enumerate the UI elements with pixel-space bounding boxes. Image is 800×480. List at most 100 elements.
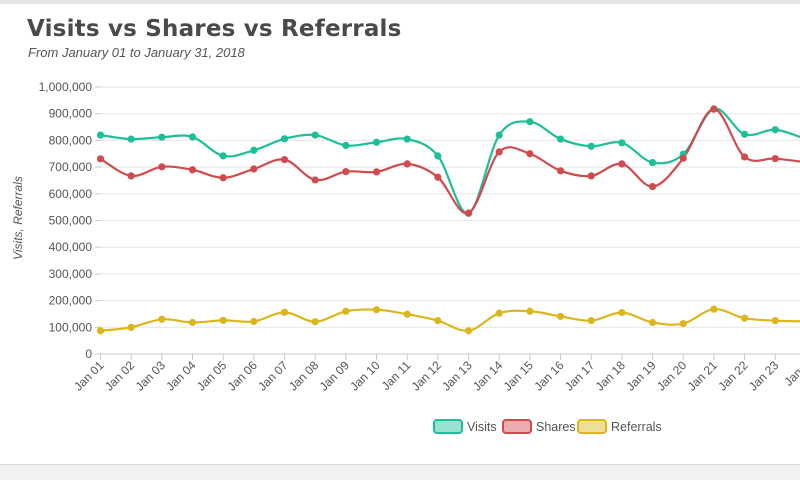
visits-point <box>220 152 227 159</box>
referrals-point <box>526 308 533 315</box>
referrals-point <box>772 317 779 324</box>
legend-swatch-shares <box>503 420 531 433</box>
x-tick-label: Jan 06 <box>225 358 261 394</box>
shares-point <box>342 168 349 175</box>
y-axis-ticks: 0100,000200,000300,000400,000500,000600,… <box>39 80 101 361</box>
visits-point <box>250 147 257 154</box>
x-tick-label: Jan 04 <box>163 358 199 394</box>
referrals-point <box>680 320 687 327</box>
x-tick-label: Jan 01 <box>71 358 107 394</box>
visits-point <box>557 135 564 142</box>
visits-point <box>128 135 135 142</box>
referrals-point <box>496 310 503 317</box>
x-tick-label: Jan 03 <box>133 358 169 394</box>
y-tick-label: 1,000,000 <box>39 80 93 94</box>
y-tick-label: 700,000 <box>49 160 93 174</box>
visits-point <box>741 131 748 138</box>
visits-point <box>158 134 165 141</box>
visits-point <box>434 152 441 159</box>
shares-point <box>649 183 656 190</box>
shares-point <box>526 150 533 157</box>
x-tick-label: Jan 05 <box>194 358 230 394</box>
referrals-point <box>220 317 227 324</box>
referrals-point <box>312 318 319 325</box>
visits-point <box>772 126 779 133</box>
legend-label-referrals: Referrals <box>611 420 662 434</box>
visits-point <box>281 135 288 142</box>
visits-point <box>342 142 349 149</box>
y-tick-label: 600,000 <box>49 187 93 201</box>
referrals-point <box>618 309 625 316</box>
legend: Visits Shares Referrals <box>434 420 662 434</box>
shares-point <box>741 153 748 160</box>
shares-point <box>618 160 625 167</box>
grid-lines <box>101 87 800 354</box>
x-tick-label: Jan 17 <box>562 358 598 394</box>
referrals-point <box>588 317 595 324</box>
referrals-point <box>373 306 380 313</box>
shares-point <box>588 172 595 179</box>
referrals-point <box>649 319 656 326</box>
x-tick-label: Jan 18 <box>593 358 629 394</box>
y-tick-label: 900,000 <box>49 107 93 121</box>
x-tick-label: Jan 13 <box>439 358 475 394</box>
referrals-point <box>741 315 748 322</box>
visits-point <box>526 118 533 125</box>
shares-point <box>220 174 227 181</box>
x-tick-label: Jan 20 <box>654 358 690 394</box>
x-tick-label: Jan 23 <box>746 358 782 394</box>
visits-line <box>101 109 800 214</box>
legend-label-visits: Visits <box>467 420 497 434</box>
referrals-point <box>465 327 472 334</box>
visits-point <box>312 131 319 138</box>
series-lines <box>101 109 800 331</box>
x-tick-label: Jan 16 <box>531 358 567 394</box>
shares-point <box>680 155 687 162</box>
visits-point <box>496 131 503 138</box>
legend-label-shares: Shares <box>536 420 576 434</box>
shares-point <box>158 163 165 170</box>
x-tick-label: Jan 22 <box>715 358 751 394</box>
referrals-point <box>128 324 135 331</box>
legend-swatch-referrals <box>578 420 606 433</box>
legend-swatch-visits <box>434 420 462 433</box>
y-tick-label: 300,000 <box>49 267 93 281</box>
shares-point <box>557 167 564 174</box>
visits-point <box>189 133 196 140</box>
shares-point <box>128 172 135 179</box>
shares-point <box>496 148 503 155</box>
visits-point <box>373 139 380 146</box>
shares-point <box>281 156 288 163</box>
shares-point <box>710 106 717 113</box>
referrals-point <box>434 317 441 324</box>
visits-point <box>404 135 411 142</box>
visits-point <box>97 131 104 138</box>
x-tick-label: Jan 12 <box>409 358 445 394</box>
x-tick-label: Jan 02 <box>102 358 138 394</box>
shares-point <box>189 166 196 173</box>
shares-point <box>97 155 104 162</box>
x-tick-label: Jan 21 <box>685 358 721 394</box>
referrals-point <box>342 308 349 315</box>
referrals-point <box>158 316 165 323</box>
shares-point <box>373 168 380 175</box>
y-tick-label: 400,000 <box>49 240 93 254</box>
bottom-panel-strip <box>0 464 800 480</box>
referrals-point <box>250 318 257 325</box>
referrals-point <box>404 311 411 318</box>
x-tick-label: Jan 2 <box>781 358 800 389</box>
y-tick-label: 100,000 <box>49 320 93 334</box>
visits-point <box>618 139 625 146</box>
shares-point <box>250 165 257 172</box>
y-tick-label: 800,000 <box>49 133 93 147</box>
shares-point <box>312 176 319 183</box>
y-tick-label: 500,000 <box>49 214 93 228</box>
x-tick-label: Jan 14 <box>470 358 506 394</box>
referrals-point <box>281 309 288 316</box>
x-tick-label: Jan 11 <box>379 358 414 393</box>
shares-point <box>434 174 441 181</box>
shares-line <box>101 109 800 213</box>
y-axis-label: Visits, Referrals <box>11 176 25 260</box>
